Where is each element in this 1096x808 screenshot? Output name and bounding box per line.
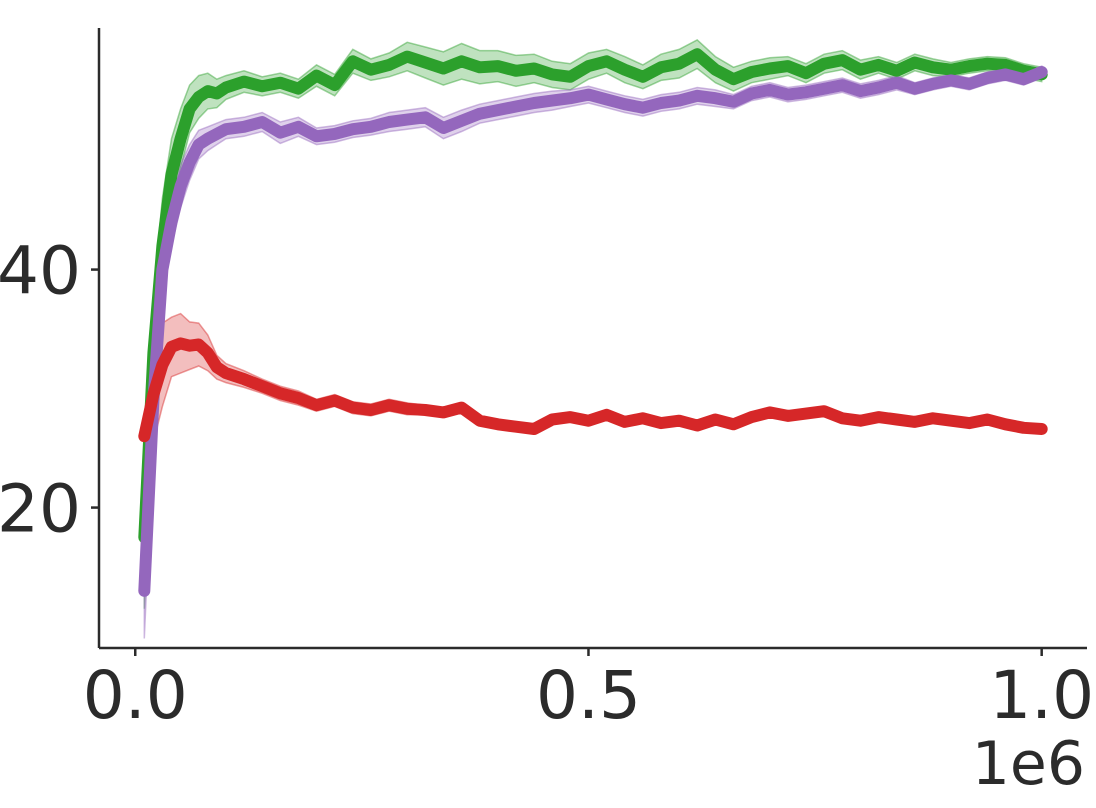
axis-ticks: 0.0 0.5 1.0 20 40 <box>0 233 1094 734</box>
y-tick-label: 20 <box>0 471 81 548</box>
series-band-1 <box>143 65 1043 639</box>
y-tick-label: 40 <box>0 233 81 310</box>
series-band-0 <box>143 38 1043 609</box>
x-tick-label: 0.5 <box>536 657 641 734</box>
x-tick-label: 1.0 <box>989 657 1094 734</box>
series-line-2 <box>138 337 1048 443</box>
x-tick-label: 0.0 <box>83 657 188 734</box>
series-line-0 <box>138 48 1048 544</box>
series-lines <box>138 48 1048 597</box>
series-line-1 <box>138 66 1048 597</box>
x-axis-offset-label: 1e6 <box>972 729 1085 799</box>
series-band-2 <box>143 312 1043 450</box>
